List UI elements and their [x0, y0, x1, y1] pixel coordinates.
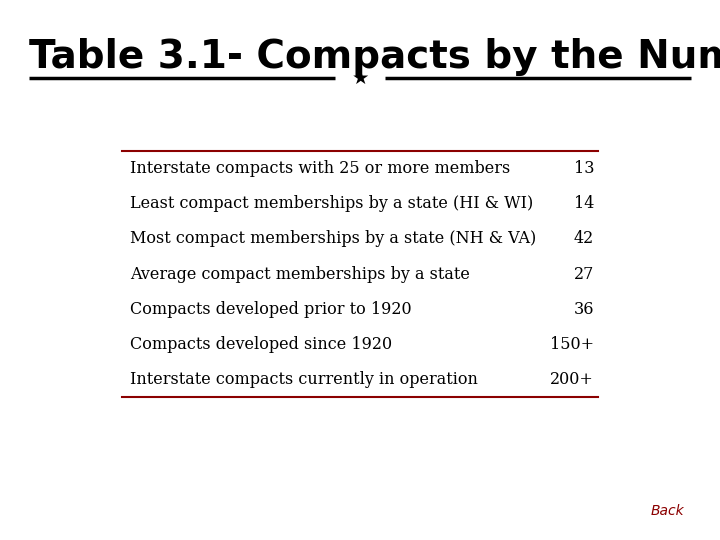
- Text: Interstate compacts with 25 or more members: Interstate compacts with 25 or more memb…: [130, 160, 510, 177]
- Text: 42: 42: [574, 231, 594, 247]
- Text: Table 3.1- Compacts by the Numbers: Table 3.1- Compacts by the Numbers: [29, 38, 720, 76]
- Text: ★: ★: [351, 69, 369, 88]
- Text: Average compact memberships by a state: Average compact memberships by a state: [130, 266, 469, 282]
- Text: Back: Back: [650, 504, 684, 518]
- Text: 150+: 150+: [550, 336, 594, 353]
- Text: Interstate compacts currently in operation: Interstate compacts currently in operati…: [130, 371, 477, 388]
- Text: 36: 36: [574, 301, 594, 318]
- Text: 27: 27: [574, 266, 594, 282]
- Text: Compacts developed prior to 1920: Compacts developed prior to 1920: [130, 301, 411, 318]
- Text: 14: 14: [574, 195, 594, 212]
- Text: Least compact memberships by a state (HI & WI): Least compact memberships by a state (HI…: [130, 195, 533, 212]
- Text: Compacts developed since 1920: Compacts developed since 1920: [130, 336, 392, 353]
- Text: 13: 13: [574, 160, 594, 177]
- Text: 200+: 200+: [550, 371, 594, 388]
- Text: Most compact memberships by a state (NH & VA): Most compact memberships by a state (NH …: [130, 231, 536, 247]
